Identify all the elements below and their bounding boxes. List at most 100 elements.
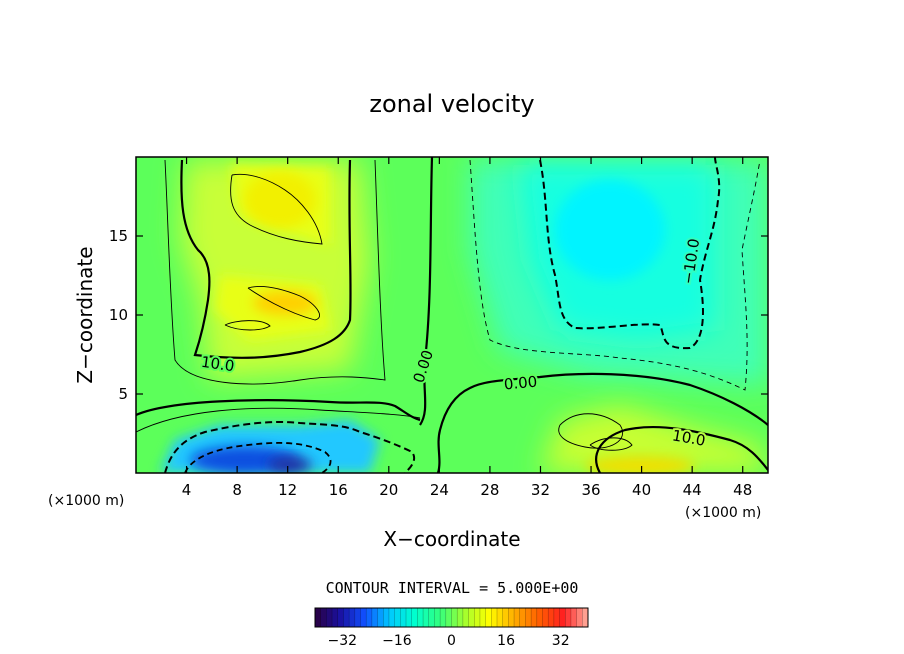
colorbar-cells: [314, 608, 589, 627]
colorbar-tick-label: 32: [552, 633, 570, 649]
colorbar-cell: [315, 608, 322, 627]
x-tick-label: 24: [430, 481, 449, 499]
colorbar-cell: [383, 608, 390, 627]
y-tick-label: 15: [109, 227, 128, 245]
colorbar-cell: [417, 608, 424, 627]
x-tick-label: 16: [329, 481, 348, 499]
colorbar-cell: [411, 608, 418, 627]
contour-thin-five: [136, 407, 421, 433]
colorbar-cell: [343, 608, 350, 627]
colorbar-frame: [314, 607, 589, 628]
colorbar-cell: [497, 608, 504, 627]
colorbar-cell: [570, 608, 578, 627]
colorbar-cell: [548, 608, 555, 627]
x-unit-right: (×1000 m): [685, 505, 761, 521]
colorbar-cell: [394, 608, 401, 627]
contour-interval: CONTOUR INTERVAL = 5.000E+00: [326, 579, 579, 597]
x-tick-label: 32: [531, 481, 550, 499]
contour-thin-small-a: [589, 437, 633, 451]
chart-title: zonal velocity: [369, 90, 534, 118]
colorbar-cell: [320, 608, 327, 627]
x-tick-label: 4: [182, 481, 192, 499]
region-max-mid: [253, 291, 317, 315]
colorbar-cell: [519, 608, 526, 627]
y-axis-label: Z−coordinate: [73, 246, 97, 383]
colorbar-cell: [559, 608, 566, 627]
colorbar-cell: [485, 608, 492, 627]
x-tick-label: 20: [379, 481, 398, 499]
y-tick-label: 5: [118, 385, 128, 403]
colorbar-cell: [377, 608, 384, 627]
colorbar-tick-label: 16: [497, 633, 515, 649]
colorbar-cell: [434, 608, 441, 627]
contour-neg-ten-left: [164, 421, 416, 473]
contour-neg-ten-right: [539, 157, 721, 350]
region-max-bottom-right: [585, 456, 695, 473]
colorbar-tick-label: −16: [382, 633, 412, 649]
contour-zero-left: [136, 399, 421, 422]
region-min-right: [555, 180, 665, 280]
x-tick-label: 48: [733, 481, 752, 499]
contour-ten-right: [595, 425, 768, 473]
contour-zero-vertical: [419, 157, 434, 426]
y-tick-label: 10: [109, 306, 128, 324]
colorbar-cell: [514, 608, 521, 627]
x-axis: 4 8 12 16 20 24 28 32 36 40 44 48: [182, 157, 752, 499]
contour-label: 0.00: [503, 373, 538, 394]
contour-thin-five-left: [164, 159, 386, 385]
x-tick-label: 40: [632, 481, 651, 499]
colorbar-cell: [553, 608, 560, 627]
contour-ten-left: [180, 159, 352, 359]
colorbar-cell: [366, 608, 373, 627]
colorbar-cell: [582, 608, 589, 627]
x-tick-label: 12: [278, 481, 297, 499]
x-axis-label: X−coordinate: [383, 527, 520, 551]
plot-area: 10.0 0.00 0.00 10.0 −10.0: [136, 157, 768, 473]
colorbar-cell: [388, 608, 396, 627]
colorbar-cell: [451, 608, 458, 627]
color-field: [160, 160, 768, 473]
colorbar-tick-label: 0: [447, 633, 456, 649]
colorbar-cell: [332, 608, 339, 627]
colorbar-cell: [445, 608, 452, 627]
contour-neg-twenty: [184, 442, 332, 473]
colorbar-cell: [337, 608, 344, 627]
x-unit-left: (×1000 m): [48, 493, 124, 509]
colorbar-cell: [406, 608, 413, 627]
contour-thin-fifteen-small: [224, 320, 271, 331]
colorbar-cell: [565, 608, 572, 627]
contour-thin-fifteen: [230, 173, 323, 245]
colorbar-cell: [479, 608, 487, 627]
contour-zero-right: [436, 372, 768, 473]
colorbar-cell: [502, 608, 509, 627]
colorbar-cell: [326, 608, 333, 627]
x-tick-label: 28: [480, 481, 499, 499]
colorbar-cell: [474, 608, 481, 627]
colorbar-cell: [468, 608, 475, 627]
colorbar-cell: [400, 608, 407, 627]
colorbar-cell: [354, 608, 361, 627]
colorbar-cell: [525, 608, 532, 627]
x-tick-label: 8: [232, 481, 242, 499]
contour-thin-neg-five-right: [469, 159, 761, 391]
colorbar-cell: [508, 608, 515, 627]
x-tick-label: 36: [581, 481, 600, 499]
colorbar-cell: [440, 608, 447, 627]
colorbar: −32 −16 0 16 32: [314, 607, 589, 649]
y-axis: 5 10 15: [109, 227, 768, 403]
colorbar-cell: [491, 608, 498, 627]
colorbar-cell: [531, 608, 538, 627]
contour-thin-fifteen-mid: [247, 285, 320, 321]
colorbar-cell: [542, 608, 549, 627]
colorbar-cell: [536, 608, 543, 627]
colorbar-cell: [360, 608, 367, 627]
colorbar-cell: [576, 608, 583, 627]
region-max-upper: [244, 172, 316, 228]
colorbar-cell: [428, 608, 435, 627]
contour-lines: [136, 157, 768, 473]
region-min-bottom-core: [268, 457, 312, 473]
colorbar-cell: [462, 608, 469, 627]
colorbar-cell: [371, 608, 378, 627]
colorbar-cell: [423, 608, 430, 627]
colorbar-cell: [349, 608, 356, 627]
